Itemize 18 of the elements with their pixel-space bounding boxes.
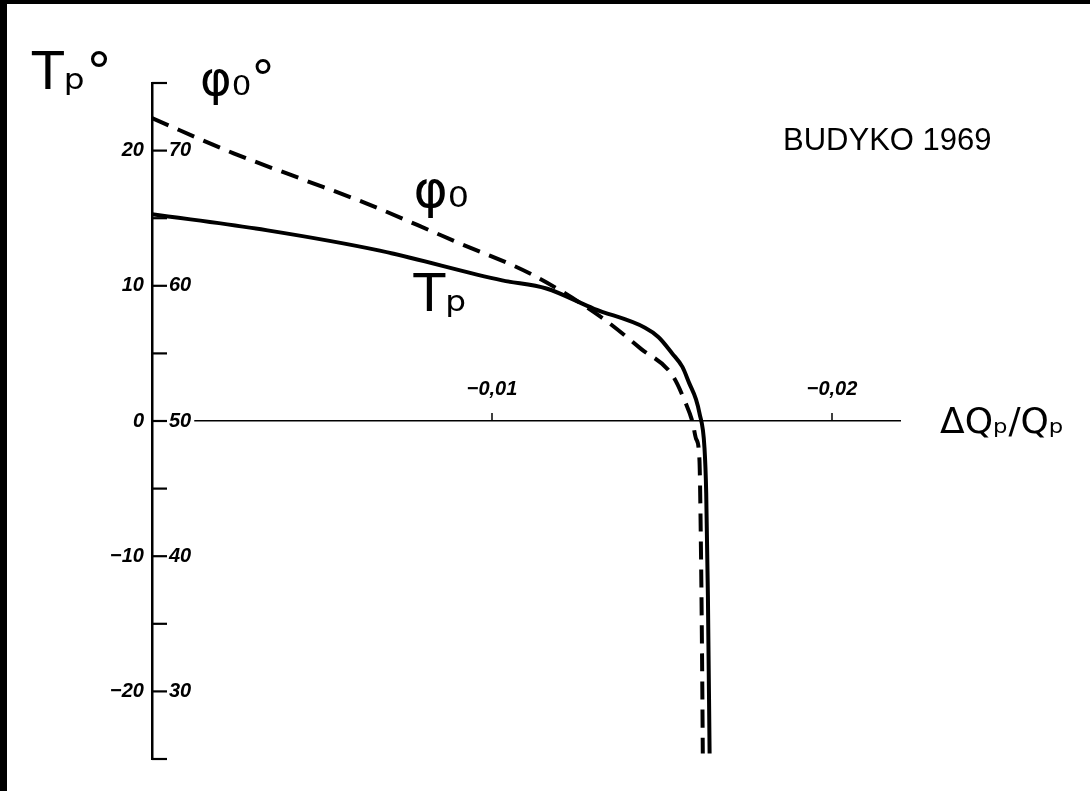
y-tick-label: −10 [110, 543, 144, 566]
y2-axis-title: φ₀° [200, 50, 275, 106]
x-tick-label: −0,02 [806, 376, 858, 399]
annotation: BUDYKO 1969 [783, 122, 992, 157]
y2-tick-label: 70 [169, 138, 192, 161]
y2-tick-label: 60 [169, 273, 192, 296]
x-tick-label: −0,01 [466, 376, 518, 399]
y-tick-label: 0 [132, 408, 144, 431]
y-tick-label: 10 [121, 273, 144, 296]
y-tick-label: 20 [120, 138, 144, 161]
series-label: Tₚ [412, 263, 468, 324]
y-tick-label: −20 [110, 678, 144, 701]
x-axis-title: ΔQₚ/Qₚ [940, 400, 1065, 441]
y-axis-title: Tₚ° [30, 41, 112, 101]
y2-tick-label: 50 [169, 408, 192, 431]
series-label: φ₀ [413, 159, 469, 220]
y2-tick-label: 40 [168, 543, 192, 566]
y2-tick-label: 30 [169, 678, 192, 701]
